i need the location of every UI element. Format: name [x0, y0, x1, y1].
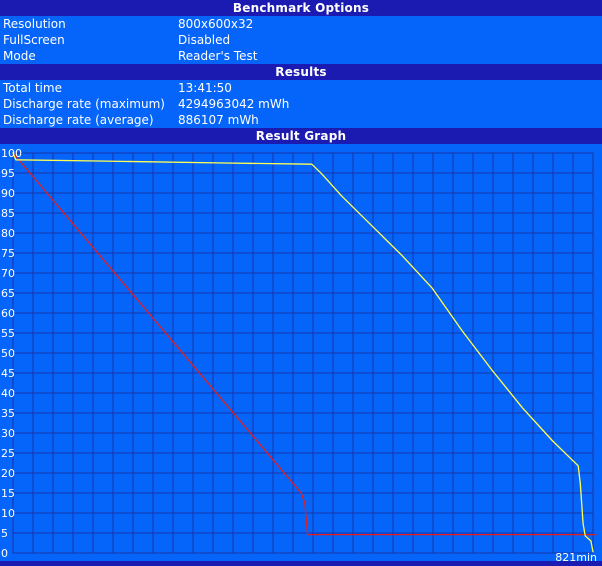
- y-axis-tick-label: 65: [1, 287, 15, 300]
- y-axis-tick-label: 35: [1, 407, 15, 420]
- y-axis-tick-label: 80: [1, 227, 15, 240]
- result-label: Total time: [3, 81, 62, 95]
- y-axis-tick-label: 75: [1, 247, 15, 260]
- y-axis-tick-label: 45: [1, 367, 15, 380]
- option-row-resolution: Resolution 800x600x32: [0, 16, 602, 32]
- option-row-fullscreen: FullScreen Disabled: [0, 32, 602, 48]
- x-axis-end-label: 821min: [555, 551, 597, 564]
- option-value: 800x600x32: [178, 17, 254, 31]
- result-value: 13:41:50: [178, 81, 232, 95]
- y-axis-tick-label: 90: [1, 187, 15, 200]
- y-axis-tick-label: 30: [1, 427, 15, 440]
- y-axis-tick-label: 60: [1, 307, 15, 320]
- y-axis-tick-label: 10: [1, 507, 15, 520]
- result-value: 4294963042 mWh: [178, 97, 290, 111]
- y-axis-tick-label: 95: [1, 167, 15, 180]
- y-axis-tick-label: 40: [1, 387, 15, 400]
- option-label: Mode: [3, 49, 36, 63]
- y-axis-tick-label: 15: [1, 487, 15, 500]
- bottom-border: [0, 561, 602, 566]
- option-value: Reader's Test: [178, 49, 258, 63]
- y-axis-tick-label: 50: [1, 347, 15, 360]
- series-line-1: [12, 152, 594, 553]
- result-value: 886107 mWh: [178, 113, 259, 127]
- y-axis-tick-label: 20: [1, 467, 15, 480]
- y-axis-tick-label: 5: [1, 527, 8, 540]
- result-label: Discharge rate (maximum): [3, 97, 165, 111]
- result-label: Discharge rate (average): [3, 113, 154, 127]
- y-axis-tick-label: 70: [1, 267, 15, 280]
- result-row-discharge-avg: Discharge rate (average) 886107 mWh: [0, 112, 602, 128]
- option-row-mode: Mode Reader's Test: [0, 48, 602, 64]
- y-axis-tick-label: 55: [1, 327, 15, 340]
- y-axis-tick-label: 25: [1, 447, 15, 460]
- option-value: Disabled: [178, 33, 231, 47]
- section-header-results: Results: [0, 64, 602, 80]
- discharge-chart: 1009590858075706560555045403530252015105…: [0, 147, 602, 566]
- section-header-benchmark-options: Benchmark Options: [0, 0, 602, 16]
- section-header-result-graph: Result Graph: [0, 128, 602, 144]
- y-axis-tick-label: 100: [1, 147, 22, 160]
- result-row-total-time: Total time 13:41:50: [0, 80, 602, 96]
- y-axis-tick-label: 85: [1, 207, 15, 220]
- option-label: Resolution: [3, 17, 66, 31]
- y-axis-tick-label: 0: [1, 547, 8, 560]
- result-graph-panel: 100 95 90 85 80 75 70 65 60 55 50 45 40 35 30 25 20 15 10 5…: [0, 144, 602, 566]
- result-row-discharge-max: Discharge rate (maximum) 4294963042 mWh: [0, 96, 602, 112]
- option-label: FullScreen: [3, 33, 65, 47]
- series-line-0: [12, 152, 597, 536]
